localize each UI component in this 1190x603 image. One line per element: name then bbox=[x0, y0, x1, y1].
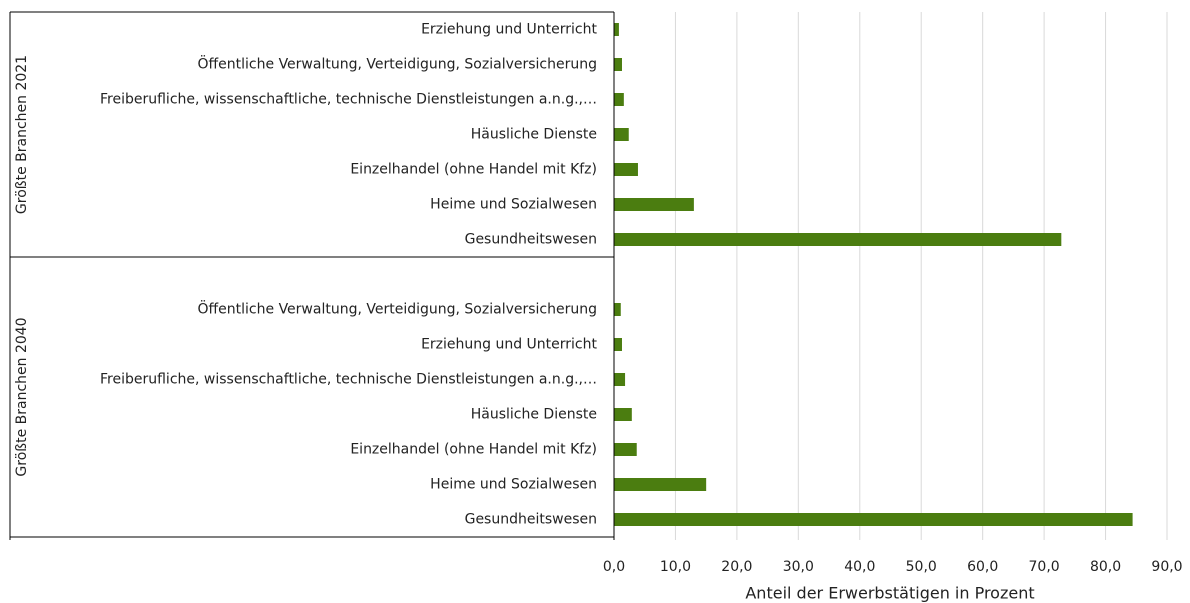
bar bbox=[614, 303, 621, 316]
x-axis-title: Anteil der Erwerbstätigen in Prozent bbox=[745, 584, 1034, 603]
x-tick-label: 90,0 bbox=[1151, 559, 1182, 575]
category-label: Häusliche Dienste bbox=[471, 407, 597, 423]
bar bbox=[614, 513, 1133, 526]
bar bbox=[614, 373, 626, 386]
bar bbox=[614, 198, 694, 211]
category-label: Freiberufliche, wissenschaftliche, techn… bbox=[100, 372, 597, 388]
category-label: Heime und Sozialwesen bbox=[430, 477, 597, 493]
bar bbox=[614, 93, 624, 106]
category-label: Öffentliche Verwaltung, Verteidigung, So… bbox=[198, 300, 597, 318]
category-label: Einzelhandel (ohne Handel mit Kfz) bbox=[350, 162, 597, 178]
category-label: Häusliche Dienste bbox=[471, 127, 597, 143]
category-label: Erziehung und Unterricht bbox=[421, 22, 597, 38]
x-tick-label: 80,0 bbox=[1090, 559, 1121, 575]
category-label: Gesundheitswesen bbox=[465, 512, 597, 528]
bar bbox=[614, 58, 622, 71]
x-tick-label: 30,0 bbox=[783, 559, 814, 575]
bar bbox=[614, 443, 637, 456]
category-label: Heime und Sozialwesen bbox=[430, 197, 597, 213]
bar bbox=[614, 233, 1062, 246]
x-tick-label: 70,0 bbox=[1029, 559, 1060, 575]
category-label: Erziehung und Unterricht bbox=[421, 337, 597, 353]
group-label: Größte Branchen 2021 bbox=[14, 55, 30, 214]
bar bbox=[614, 338, 622, 351]
category-label: Freiberufliche, wissenschaftliche, techn… bbox=[100, 92, 597, 108]
category-label: Gesundheitswesen bbox=[465, 232, 597, 248]
bar bbox=[614, 478, 707, 491]
bar bbox=[614, 23, 619, 36]
x-tick-label: 20,0 bbox=[721, 559, 752, 575]
x-tick-label: 60,0 bbox=[967, 559, 998, 575]
x-tick-label: 50,0 bbox=[906, 559, 937, 575]
category-label: Einzelhandel (ohne Handel mit Kfz) bbox=[350, 442, 597, 458]
x-tick-label: 40,0 bbox=[844, 559, 875, 575]
group-label: Größte Branchen 2040 bbox=[14, 317, 30, 476]
x-tick-label: 10,0 bbox=[660, 559, 691, 575]
bar bbox=[614, 128, 629, 141]
x-tick-label: 0,0 bbox=[603, 559, 625, 575]
category-label: Öffentliche Verwaltung, Verteidigung, So… bbox=[198, 55, 597, 73]
bar bbox=[614, 163, 638, 176]
bar bbox=[614, 408, 632, 421]
